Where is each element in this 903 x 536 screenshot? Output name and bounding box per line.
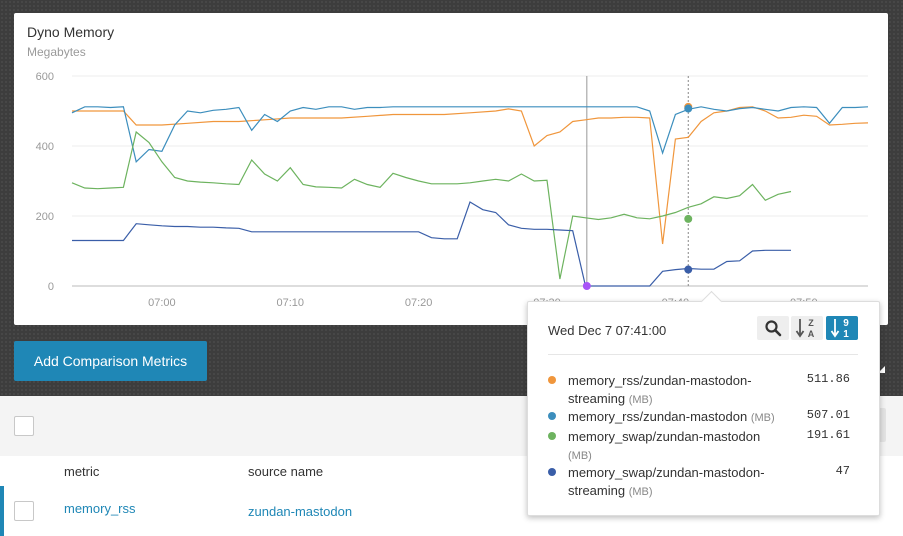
series-color-swatch: [548, 376, 556, 384]
chart-subtitle: Megabytes: [27, 45, 86, 59]
sort-alpha-top: Z: [808, 318, 814, 328]
event-point: [582, 282, 591, 290]
series-value: 47: [835, 464, 850, 478]
series-name: memory_swap/zundan-mastodon (MB): [568, 429, 761, 462]
hover-point-3: [684, 214, 693, 223]
series-line-1: [72, 106, 869, 245]
series-line-2: [71, 106, 869, 163]
x-tick-label: 07:00: [148, 297, 176, 309]
x-tick-label: 07:20: [405, 297, 433, 309]
series-color-swatch: [548, 432, 556, 440]
y-tick-label: 400: [36, 141, 54, 153]
hover-point-4: [684, 265, 693, 274]
sort-alpha-bottom: A: [808, 329, 815, 339]
tooltip-timestamp: Wed Dec 7 07:41:00: [548, 323, 667, 338]
series-color-swatch: [548, 468, 556, 476]
x-tick-label: 07:10: [276, 297, 304, 309]
row-selected-indicator: [0, 486, 4, 536]
series-value: 511.86: [806, 372, 850, 386]
series-name: memory_rss/zundan-mastodon (MB): [568, 409, 775, 424]
row-checkbox[interactable]: [14, 501, 34, 521]
sort-numeric-icon[interactable]: 9 1: [826, 316, 858, 340]
column-header-metric[interactable]: metric: [64, 464, 100, 479]
sort-numeric-top: 9: [843, 318, 849, 329]
hover-point-2: [684, 104, 693, 113]
tooltip-divider: [548, 354, 858, 355]
resize-handle[interactable]: [878, 366, 885, 373]
y-tick-label: 200: [36, 211, 54, 223]
column-header-source-name[interactable]: source name: [248, 464, 324, 479]
metric-link[interactable]: memory_rss: [64, 501, 136, 516]
series-line-3: [71, 130, 792, 280]
series-name: memory_swap/zundan-mastodon-streaming (M…: [568, 465, 765, 498]
sort-numeric-bottom: 1: [843, 329, 849, 339]
chart-tooltip: Wed Dec 7 07:41:00 Z A 9 1 memory_rss/zu…: [527, 290, 880, 516]
series-color-swatch: [548, 412, 556, 420]
sort-alpha-icon[interactable]: Z A: [791, 316, 823, 340]
search-icon[interactable]: [757, 316, 789, 340]
chart-title: Dyno Memory: [27, 24, 115, 40]
series-line-4: [72, 201, 791, 287]
y-tick-label: 0: [48, 281, 54, 293]
chart-card: Dyno Memory Megabytes 0 200 400 600 07:00 07:…: [14, 13, 888, 325]
series-value: 191.61: [806, 428, 850, 442]
add-comparison-metrics-button[interactable]: Add Comparison Metrics: [14, 341, 207, 381]
series-value: 507.01: [806, 408, 850, 422]
source-name-link[interactable]: zundan-mastodon: [248, 504, 353, 519]
select-all-checkbox[interactable]: [14, 416, 34, 436]
y-tick-label: 600: [36, 71, 54, 83]
series-name: memory_rss/zundan-mastodon-streaming (MB…: [568, 373, 752, 406]
